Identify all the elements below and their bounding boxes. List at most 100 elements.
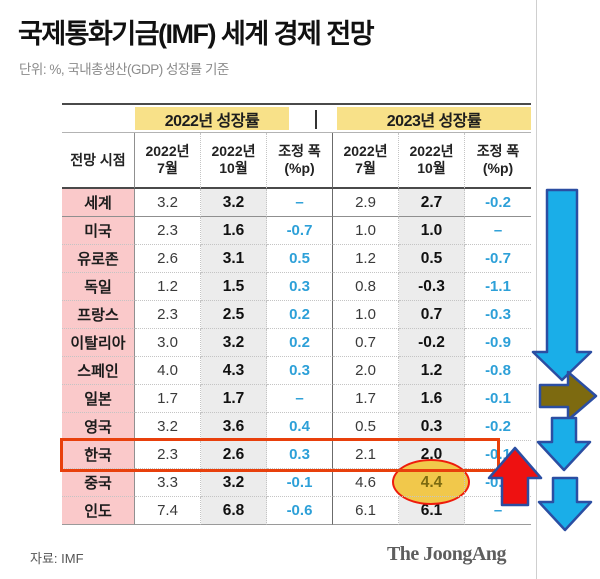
value-cell: 4.3 bbox=[201, 357, 267, 385]
row-label: 한국 bbox=[62, 441, 135, 469]
value-cell: 1.2 bbox=[135, 273, 201, 301]
value-cell: 0.3 bbox=[267, 441, 333, 469]
row-label: 프랑스 bbox=[62, 301, 135, 329]
value-cell: 2.3 bbox=[135, 301, 201, 329]
value-cell: 2.9 bbox=[333, 189, 399, 217]
value-cell: 1.6 bbox=[201, 217, 267, 245]
value-cell: -0.1 bbox=[465, 385, 531, 413]
value-cell: 2.6 bbox=[135, 245, 201, 273]
value-cell: -0.7 bbox=[267, 217, 333, 245]
value-cell: – bbox=[465, 217, 531, 245]
column-header: 2022년 7월 bbox=[135, 133, 201, 189]
value-cell: 0.5 bbox=[399, 245, 465, 273]
column-header: 조정 폭 (%p) bbox=[465, 133, 531, 189]
value-cell: -0.6 bbox=[267, 497, 333, 525]
value-cell: 1.0 bbox=[333, 301, 399, 329]
row-label: 독일 bbox=[62, 273, 135, 301]
page-title: 국제통화기금(IMF) 세계 경제 전망 bbox=[18, 19, 375, 49]
value-cell: 2.6 bbox=[201, 441, 267, 469]
row-label: 영국 bbox=[62, 413, 135, 441]
value-cell: 2.7 bbox=[399, 189, 465, 217]
value-cell: 0.5 bbox=[333, 413, 399, 441]
value-cell: 2.1 bbox=[333, 441, 399, 469]
value-cell: 6.8 bbox=[201, 497, 267, 525]
highlight-box-korea-row bbox=[60, 438, 500, 472]
row-label: 인도 bbox=[62, 497, 135, 525]
row-label: 미국 bbox=[62, 217, 135, 245]
value-cell: 3.2 bbox=[201, 469, 267, 497]
value-cell: 0.7 bbox=[399, 301, 465, 329]
value-cell: 0.3 bbox=[267, 357, 333, 385]
value-cell: 0.3 bbox=[399, 413, 465, 441]
value-cell: 1.6 bbox=[399, 385, 465, 413]
value-cell: – bbox=[267, 385, 333, 413]
column-header: 조정 폭 (%p) bbox=[267, 133, 333, 189]
value-cell: 3.2 bbox=[135, 189, 201, 217]
value-cell: -1.1 bbox=[465, 273, 531, 301]
forecast-table: 2022년 성장률 2023년 성장률 전망 시점 2022년 7월 2022년 1… bbox=[62, 103, 531, 525]
page-subtitle: 단위: %, 국내총생산(GDP) 성장률 기준 bbox=[19, 62, 229, 77]
value-cell: -0.2 bbox=[399, 329, 465, 357]
value-cell: 0.2 bbox=[267, 329, 333, 357]
value-cell: -0.3 bbox=[399, 273, 465, 301]
group-header-2023: 2023년 성장률 bbox=[337, 107, 531, 130]
column-header: 2022년 10월 bbox=[201, 133, 267, 189]
value-cell: – bbox=[465, 497, 531, 525]
value-cell: -0.9 bbox=[465, 329, 531, 357]
value-cell: 4.0 bbox=[135, 357, 201, 385]
row-label: 세계 bbox=[62, 189, 135, 217]
value-cell: 3.2 bbox=[201, 329, 267, 357]
value-cell: -0.2 bbox=[465, 469, 531, 497]
value-cell: 0.4 bbox=[267, 413, 333, 441]
table-group-header-row: 2022년 성장률 2023년 성장률 bbox=[62, 103, 531, 133]
down-arrow-icon bbox=[537, 476, 593, 532]
value-cell: 1.2 bbox=[333, 245, 399, 273]
value-cell: 1.0 bbox=[399, 217, 465, 245]
value-cell: 2.3 bbox=[135, 217, 201, 245]
value-cell: 4.4 bbox=[399, 469, 465, 497]
value-cell: -0.2 bbox=[465, 413, 531, 441]
value-cell: 2.0 bbox=[333, 357, 399, 385]
down-arrow-icon bbox=[536, 416, 592, 472]
value-cell: – bbox=[267, 189, 333, 217]
value-cell: 0.3 bbox=[267, 273, 333, 301]
value-cell: 2.5 bbox=[201, 301, 267, 329]
value-cell: 1.7 bbox=[135, 385, 201, 413]
value-cell: -0.1 bbox=[267, 469, 333, 497]
group-divider-tick bbox=[315, 110, 317, 129]
value-cell: 0.5 bbox=[267, 245, 333, 273]
value-cell: 0.2 bbox=[267, 301, 333, 329]
value-cell: 3.0 bbox=[135, 329, 201, 357]
value-cell: -0.2 bbox=[465, 189, 531, 217]
value-cell: 1.5 bbox=[201, 273, 267, 301]
column-header: 2022년 7월 bbox=[333, 133, 399, 189]
column-header-forecast-time: 전망 시점 bbox=[62, 133, 135, 189]
table-grid: 전망 시점 2022년 7월 2022년 10월 조정 폭 (%p) 2022년 7월 2… bbox=[62, 133, 531, 525]
row-label: 유로존 bbox=[62, 245, 135, 273]
value-cell: 6.1 bbox=[333, 497, 399, 525]
row-label: 일본 bbox=[62, 385, 135, 413]
value-cell: 3.2 bbox=[135, 413, 201, 441]
value-cell: 7.4 bbox=[135, 497, 201, 525]
value-cell: 0.7 bbox=[333, 329, 399, 357]
value-cell: 1.7 bbox=[201, 385, 267, 413]
joongang-logo: The JoongAng bbox=[386, 543, 507, 565]
value-cell: 0.8 bbox=[333, 273, 399, 301]
row-label: 중국 bbox=[62, 469, 135, 497]
value-cell: 3.3 bbox=[135, 469, 201, 497]
long-down-arrow-icon bbox=[531, 188, 593, 382]
right-arrow-icon bbox=[538, 370, 598, 422]
value-cell: -0.7 bbox=[465, 245, 531, 273]
value-cell: 3.1 bbox=[201, 245, 267, 273]
circle-annotation-china-4-4 bbox=[392, 459, 470, 505]
value-cell: 1.2 bbox=[399, 357, 465, 385]
row-label: 스페인 bbox=[62, 357, 135, 385]
divider-line bbox=[536, 0, 537, 579]
value-cell: 1.7 bbox=[333, 385, 399, 413]
value-cell: 4.6 bbox=[333, 469, 399, 497]
value-cell: 1.0 bbox=[333, 217, 399, 245]
column-header: 2022년 10월 bbox=[399, 133, 465, 189]
source-credit: 자료: IMF bbox=[30, 551, 84, 566]
value-cell: 2.3 bbox=[135, 441, 201, 469]
value-cell: -0.8 bbox=[465, 357, 531, 385]
